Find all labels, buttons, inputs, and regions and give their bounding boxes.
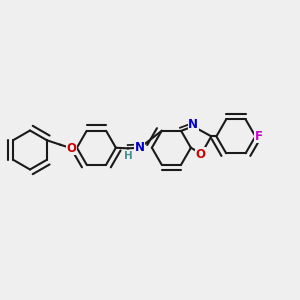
- Text: H: H: [124, 152, 133, 161]
- Text: O: O: [67, 142, 77, 155]
- Text: F: F: [255, 130, 263, 143]
- Text: O: O: [196, 148, 206, 161]
- Text: N: N: [135, 141, 145, 154]
- Text: N: N: [188, 118, 198, 131]
